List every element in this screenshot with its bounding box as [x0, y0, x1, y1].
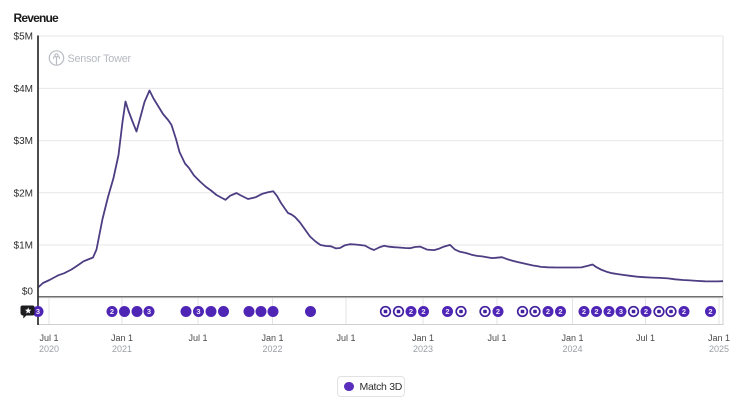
svg-text:2021: 2021: [112, 344, 132, 354]
svg-text:2: 2: [546, 307, 550, 316]
svg-text:$3M: $3M: [14, 136, 33, 147]
svg-text:3: 3: [196, 307, 200, 316]
svg-text:3: 3: [619, 307, 623, 316]
svg-text:$5M: $5M: [14, 32, 33, 43]
svg-text:$0: $0: [22, 286, 34, 297]
svg-text:Jan 1: Jan 1: [708, 333, 730, 343]
svg-text:2: 2: [708, 307, 712, 316]
svg-text:2023: 2023: [413, 344, 433, 354]
svg-text:2: 2: [582, 307, 586, 316]
svg-text:2: 2: [445, 307, 449, 316]
svg-text:Sensor Tower: Sensor Tower: [68, 53, 132, 65]
svg-text:Jan 1: Jan 1: [561, 333, 583, 343]
svg-text:2: 2: [594, 307, 598, 316]
svg-text:Jan 1: Jan 1: [111, 333, 133, 343]
svg-text:3: 3: [36, 307, 40, 316]
svg-text:2: 2: [607, 307, 611, 316]
svg-text:Jan 1: Jan 1: [261, 333, 283, 343]
svg-text:2: 2: [682, 307, 686, 316]
svg-text:2022: 2022: [262, 344, 282, 354]
svg-text:2024: 2024: [562, 344, 582, 354]
svg-text:2: 2: [409, 307, 413, 316]
svg-text:Jul 1: Jul 1: [188, 333, 207, 343]
svg-text:Jul 1: Jul 1: [636, 333, 655, 343]
svg-text:3: 3: [147, 307, 151, 316]
svg-text:2020: 2020: [39, 344, 59, 354]
svg-text:2: 2: [110, 307, 114, 316]
svg-text:Jul 1: Jul 1: [336, 333, 355, 343]
svg-text:2025: 2025: [709, 344, 729, 354]
svg-text:$4M: $4M: [14, 84, 33, 95]
svg-text:2: 2: [421, 307, 425, 316]
svg-text:Jan 1: Jan 1: [412, 333, 434, 343]
svg-text:2: 2: [558, 307, 562, 316]
svg-text:2: 2: [644, 307, 648, 316]
svg-text:$2M: $2M: [14, 188, 33, 199]
svg-text:2: 2: [496, 307, 500, 316]
svg-text:Jul 1: Jul 1: [39, 333, 58, 343]
svg-text:$1M: $1M: [14, 241, 33, 252]
svg-text:Jul 1: Jul 1: [487, 333, 506, 343]
